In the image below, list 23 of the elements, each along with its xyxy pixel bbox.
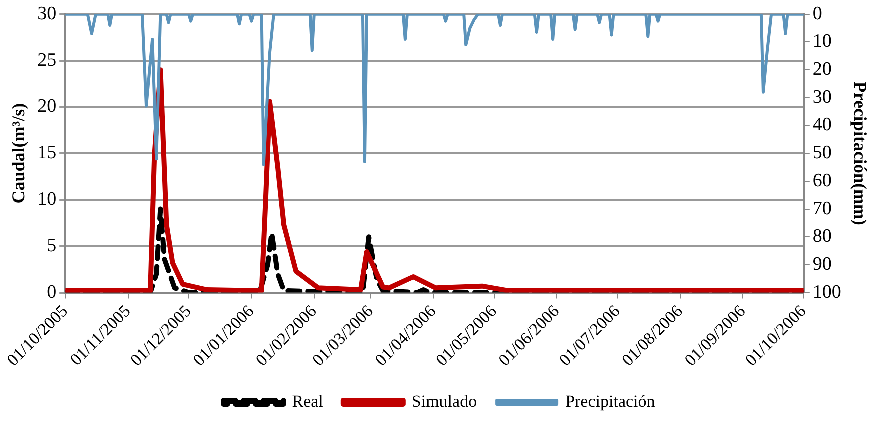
y-tick-label: 30: [38, 3, 57, 24]
y-tick-label: 10: [38, 188, 57, 210]
y2-tick-label: 70: [812, 198, 832, 220]
y-tick-label: 20: [38, 96, 57, 118]
legend-label: Simulado: [412, 392, 478, 411]
y2-tick-label: 10: [812, 31, 832, 52]
y-tick-label: 15: [38, 142, 57, 164]
y-tick-label: 5: [47, 235, 57, 256]
legend-label: Precipitación: [566, 392, 656, 411]
y2-tick-label: 30: [812, 86, 832, 108]
legend-label: Real: [292, 392, 324, 411]
y-tick-label: 25: [38, 50, 57, 71]
y2-tick-label: 0: [812, 3, 822, 24]
y2-tick-label: 40: [812, 114, 832, 136]
y2-tick-label: 20: [812, 59, 832, 80]
y2-tick-label: 100: [812, 282, 842, 303]
y-tick-label: 0: [47, 282, 57, 303]
y2-axis-title: Precipitación(mm): [850, 82, 871, 226]
y2-tick-label: 50: [812, 142, 832, 164]
y-axis-title: Caudal(m³/s): [8, 103, 28, 204]
y2-tick-label: 90: [812, 254, 832, 275]
y2-tick-label: 80: [812, 226, 832, 248]
y2-tick-label: 60: [812, 170, 832, 192]
